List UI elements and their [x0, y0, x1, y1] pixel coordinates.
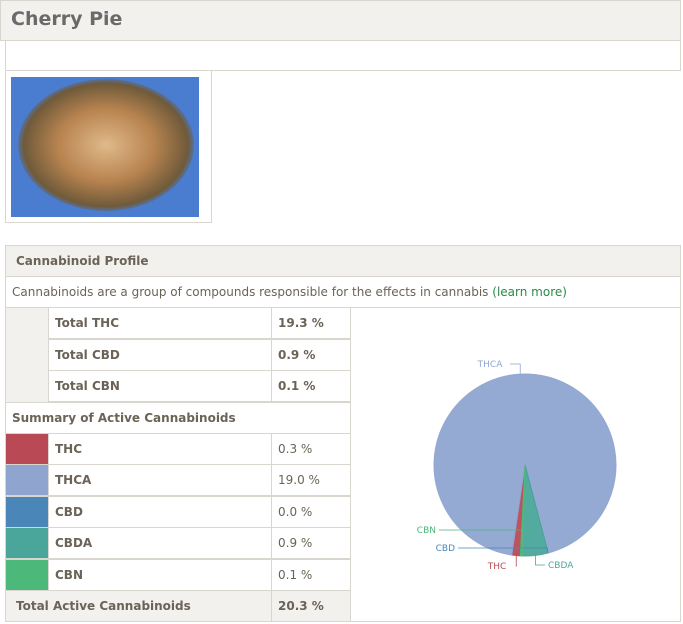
total-active-number: 20.3 % [278, 599, 324, 613]
header-bar: Cherry Pie [0, 0, 681, 41]
total-value: 19.3 % [271, 307, 351, 339]
cannabinoid-name-text: CBN [55, 567, 83, 582]
cannabinoid-value-text: 19.0 % [278, 473, 320, 488]
slice-label: CBN [417, 526, 436, 536]
cannabinoid-value: 0.1 % [271, 558, 351, 591]
image-frame [5, 70, 212, 223]
leader-line [515, 553, 517, 567]
cannabinoid-name: CBD [48, 495, 272, 528]
pie-chart: THC THCA CBD CBDA CBN [417, 360, 617, 572]
leader-line [439, 529, 523, 554]
description-row: Cannabinoids are a group of compounds re… [5, 276, 681, 308]
total-value-text: 19.3 % [278, 316, 324, 330]
total-name: Total THC [48, 307, 272, 339]
slice-label: CBDA [548, 561, 574, 571]
cannabinoid-value: 0.9 % [271, 527, 351, 560]
totals-spacer [5, 307, 49, 403]
color-swatch [5, 464, 49, 497]
total-name: Total CBN [48, 370, 272, 402]
color-swatch [5, 527, 49, 560]
leader-line [510, 363, 521, 375]
total-name-text: Total THC [55, 316, 119, 330]
cannabinoid-value: 0.0 % [271, 495, 351, 528]
cannabinoid-name-text: THC [55, 442, 83, 456]
slice-label: THCA [477, 360, 504, 370]
total-value: 0.1 % [271, 370, 351, 402]
slice-label: THC [487, 562, 507, 572]
color-swatch [5, 495, 49, 528]
cannabinoid-value-text: 0.1 % [278, 567, 313, 582]
learn-more-link[interactable]: (learn more) [492, 285, 567, 299]
cannabinoid-value: 19.0 % [271, 464, 351, 497]
total-active-label: Total Active Cannabinoids [5, 590, 272, 622]
cannabinoid-name: CBN [48, 558, 272, 591]
summary-title-text: Summary of Active Cannabinoids [12, 411, 236, 425]
cannabinoid-name: THCA [48, 464, 272, 497]
total-name-text: Total CBN [55, 379, 120, 393]
total-value-text: 0.9 % [278, 347, 316, 362]
description: Cannabinoids are a group of compounds re… [12, 285, 489, 299]
leader-line [458, 547, 549, 552]
strain-image [11, 77, 199, 217]
cannabinoid-name: THC [48, 433, 272, 465]
cannabinoid-value-text: 0.0 % [278, 504, 313, 519]
color-swatch [5, 558, 49, 591]
total-name: Total CBD [48, 338, 272, 371]
slice-label: CBD [436, 544, 455, 554]
spacer-row [5, 40, 681, 71]
total-name-text: Total CBD [55, 347, 120, 362]
cannabinoid-name-text: CBDA [55, 536, 93, 551]
cannabinoid-name-text: THCA [55, 473, 92, 488]
total-active-value: 20.3 % [271, 590, 351, 622]
pie-slice [433, 373, 617, 556]
leader-line [535, 553, 545, 566]
summary-title: Summary of Active Cannabinoids [5, 402, 351, 434]
cannabinoid-value: 0.3 % [271, 433, 351, 465]
color-swatch [5, 433, 49, 465]
profile-title-text: Cannabinoid Profile [16, 254, 149, 268]
total-value: 0.9 % [271, 338, 351, 371]
cannabinoid-name: CBDA [48, 527, 272, 560]
cannabinoid-value-text: 0.9 % [278, 536, 313, 551]
cannabinoid-name-text: CBD [55, 504, 83, 519]
cannabinoid-value-text: 0.3 % [278, 442, 313, 456]
profile-title: Cannabinoid Profile [5, 245, 681, 277]
page-title: Cherry Pie [11, 8, 123, 30]
total-value-text: 0.1 % [278, 379, 316, 393]
total-active-name: Total Active Cannabinoids [16, 599, 191, 613]
